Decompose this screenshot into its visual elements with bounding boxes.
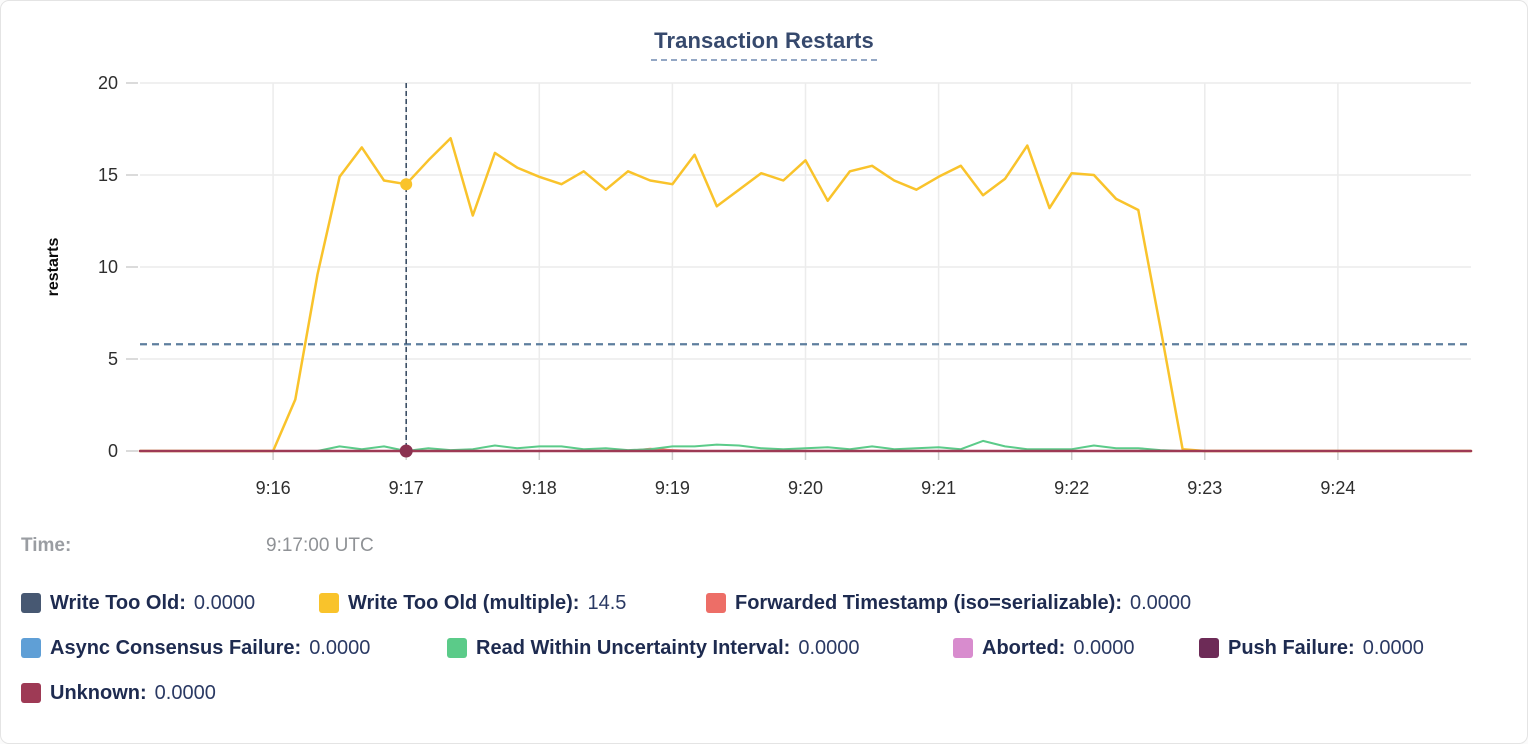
legend-item: Push Failure: 0.0000 bbox=[1199, 632, 1424, 664]
legend-swatch bbox=[447, 638, 467, 658]
legend-value: 0.0000 bbox=[798, 636, 860, 659]
legend-row: Async Consensus Failure: 0.0000 Read Withi… bbox=[1, 632, 1527, 664]
x-tick-label: 9:18 bbox=[522, 478, 557, 498]
x-tick-label: 9:24 bbox=[1320, 478, 1355, 498]
legend-item: Unknown: 0.0000 bbox=[21, 677, 216, 709]
legend-label: Unknown: bbox=[50, 681, 147, 704]
tooltip-time-value: 9:17:00 UTC bbox=[266, 535, 374, 556]
legend-value: 0.0000 bbox=[1129, 591, 1192, 614]
y-axis-label: restarts bbox=[45, 238, 62, 297]
legend-label: Aborted: bbox=[982, 636, 1066, 659]
legend-value: 0.0000 bbox=[309, 636, 371, 659]
y-tick-label: 20 bbox=[98, 73, 118, 93]
legend-item: Async Consensus Failure: 0.0000 bbox=[21, 632, 370, 664]
legend-swatch bbox=[21, 593, 41, 613]
chart-title: Transaction Restarts bbox=[651, 28, 877, 61]
legend-label: Write Too Old (multiple): bbox=[348, 591, 580, 614]
legend-row: Unknown: 0.0000 bbox=[1, 677, 1527, 709]
x-tick-label: 9:16 bbox=[256, 478, 291, 498]
transaction-restarts-chart[interactable]: 0 5 10 15 20 9:16 9:17 9:18 9:19 9:20 9:21 9:22 9:23… bbox=[1, 1, 1528, 513]
legend-item: Aborted: 0.0000 bbox=[953, 632, 1135, 664]
legend-value: 0.0000 bbox=[193, 591, 256, 614]
hover-dot bbox=[400, 178, 413, 191]
legend-item: Forwarded Timestamp (iso=serializable): 0… bbox=[706, 587, 1191, 619]
y-tick-label: 10 bbox=[98, 257, 118, 277]
x-tick-label: 9:22 bbox=[1054, 478, 1089, 498]
y-tick-label: 5 bbox=[108, 349, 118, 369]
legend-label: Write Too Old: bbox=[50, 591, 186, 614]
legend-swatch bbox=[706, 593, 726, 613]
legend-item: Read Within Uncertainty Interval: 0.0000 bbox=[447, 632, 860, 664]
legend-value: 0.0000 bbox=[1073, 636, 1135, 659]
x-tick-label: 9:20 bbox=[788, 478, 823, 498]
legend-value: 0.0000 bbox=[1362, 636, 1424, 659]
x-tick-label: 9:21 bbox=[921, 478, 956, 498]
series-line-read-within-uncertainty-interval bbox=[139, 439, 1472, 452]
legend-swatch bbox=[21, 638, 41, 658]
x-tick-label: 9:23 bbox=[1187, 478, 1222, 498]
legend-item: Write Too Old (multiple): 14.5 bbox=[319, 587, 626, 619]
legend-row: Write Too Old: 0.0000 Write Too Old (multi… bbox=[1, 587, 1527, 619]
legend-label: Async Consensus Failure: bbox=[50, 636, 302, 659]
y-tick-label: 0 bbox=[108, 441, 118, 461]
legend-swatch bbox=[953, 638, 973, 658]
legend-value: 14.5 bbox=[587, 591, 627, 614]
legend-item: Write Too Old: 0.0000 bbox=[21, 587, 255, 619]
tooltip-time-label: Time: bbox=[21, 535, 72, 556]
legend-label: Read Within Uncertainty Interval: bbox=[476, 636, 791, 659]
legend-value: 0.0000 bbox=[154, 681, 216, 704]
legend-label: Push Failure: bbox=[1228, 636, 1355, 659]
hover-dot bbox=[399, 444, 413, 458]
legend-swatch bbox=[319, 593, 339, 613]
x-tick-label: 9:19 bbox=[655, 478, 690, 498]
chart-header: Transaction Restarts bbox=[1, 28, 1527, 61]
legend-swatch bbox=[1199, 638, 1219, 658]
x-tick-label: 9:17 bbox=[389, 478, 424, 498]
legend-label: Forwarded Timestamp (iso=serializable): bbox=[735, 591, 1122, 614]
tooltip-time-row: Time: 9:17:00 UTC bbox=[1, 530, 1527, 562]
legend-swatch bbox=[21, 683, 41, 703]
y-tick-label: 15 bbox=[98, 165, 118, 185]
series-line-write-too-old-multiple- bbox=[138, 136, 1473, 453]
